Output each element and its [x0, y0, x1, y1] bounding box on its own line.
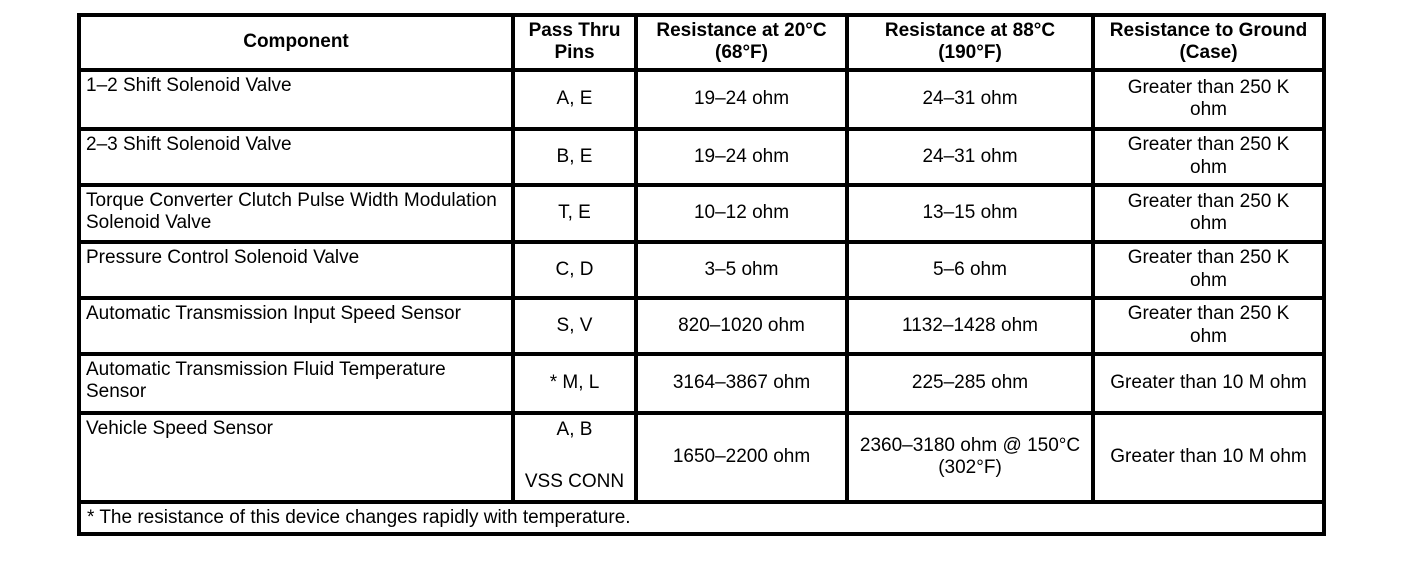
resistance-88c-cell: 225–285 ohm: [845, 351, 1095, 415]
resistance-ground-cell: Greater than 10 M ohm: [1091, 351, 1326, 415]
resistance-spec-table-container: Component Pass Thru Pins Resistance at 2…: [77, 13, 1326, 537]
resistance-20c-cell: 19–24 ohm: [634, 67, 849, 131]
resistance-ground-cell: Greater than 250 K ohm: [1091, 67, 1326, 131]
pins-cell: A, B VSS CONN: [511, 410, 638, 504]
header-row: Component Pass Thru Pins Resistance at 2…: [77, 13, 1326, 72]
resistance-ground-cell: Greater than 10 M ohm: [1091, 410, 1326, 504]
column-header-resistance-ground: Resistance to Ground (Case): [1091, 13, 1326, 72]
component-cell: Vehicle Speed Sensor: [77, 410, 515, 504]
resistance-spec-table: Component Pass Thru Pins Resistance at 2…: [77, 13, 1326, 537]
table-row: Automatic Transmission Fluid Temperature…: [77, 351, 1326, 415]
component-cell: Torque Converter Clutch Pulse Width Modu…: [77, 182, 515, 244]
table-row: Pressure Control Solenoid Valve C, D 3–5…: [77, 239, 1326, 300]
column-header-component: Component: [77, 13, 515, 72]
resistance-88c-cell: 2360–3180 ohm @ 150°C (302°F): [845, 410, 1095, 504]
column-header-resistance-88c: Resistance at 88°C (190°F): [845, 13, 1095, 72]
resistance-ground-cell: Greater than 250 K ohm: [1091, 126, 1326, 187]
table-row: Automatic Transmission Input Speed Senso…: [77, 295, 1326, 356]
resistance-20c-cell: 10–12 ohm: [634, 182, 849, 244]
pins-cell: C, D: [511, 239, 638, 300]
resistance-20c-cell: 820–1020 ohm: [634, 295, 849, 356]
resistance-88c-cell: 1132–1428 ohm: [845, 295, 1095, 356]
table-row: Torque Converter Clutch Pulse Width Modu…: [77, 182, 1326, 244]
resistance-ground-cell: Greater than 250 K ohm: [1091, 239, 1326, 300]
resistance-20c-cell: 1650–2200 ohm: [634, 410, 849, 504]
column-header-resistance-20c: Resistance at 20°C (68°F): [634, 13, 849, 72]
resistance-88c-cell: 5–6 ohm: [845, 239, 1095, 300]
pins-cell: S, V: [511, 295, 638, 356]
pins-cell: * M, L: [511, 351, 638, 415]
component-cell: 1–2 Shift Solenoid Valve: [77, 67, 515, 131]
resistance-88c-cell: 24–31 ohm: [845, 126, 1095, 187]
footnote-row: * The resistance of this device changes …: [77, 499, 1326, 537]
table-row: Vehicle Speed Sensor A, B VSS CONN 1650–…: [77, 410, 1326, 504]
table-row: 2–3 Shift Solenoid Valve B, E 19–24 ohm …: [77, 126, 1326, 187]
footnote-text: * The resistance of this device changes …: [77, 499, 1326, 537]
pins-cell: A, E: [511, 67, 638, 131]
resistance-88c-cell: 24–31 ohm: [845, 67, 1095, 131]
pins-cell: B, E: [511, 126, 638, 187]
resistance-20c-cell: 19–24 ohm: [634, 126, 849, 187]
pins-primary: A, B: [556, 418, 593, 440]
column-header-pass-thru-pins: Pass Thru Pins: [511, 13, 638, 72]
pins-cell: T, E: [511, 182, 638, 244]
resistance-ground-cell: Greater than 250 K ohm: [1091, 182, 1326, 244]
component-cell: 2–3 Shift Solenoid Valve: [77, 126, 515, 187]
table-row: 1–2 Shift Solenoid Valve A, E 19–24 ohm …: [77, 67, 1326, 131]
component-cell: Automatic Transmission Fluid Temperature…: [77, 351, 515, 415]
resistance-88c-cell: 13–15 ohm: [845, 182, 1095, 244]
resistance-ground-cell: Greater than 250 K ohm: [1091, 295, 1326, 356]
resistance-20c-cell: 3164–3867 ohm: [634, 351, 849, 415]
component-cell: Automatic Transmission Input Speed Senso…: [77, 295, 515, 356]
component-cell: Pressure Control Solenoid Valve: [77, 239, 515, 300]
resistance-20c-cell: 3–5 ohm: [634, 239, 849, 300]
pins-connector-label: VSS CONN: [524, 471, 625, 493]
